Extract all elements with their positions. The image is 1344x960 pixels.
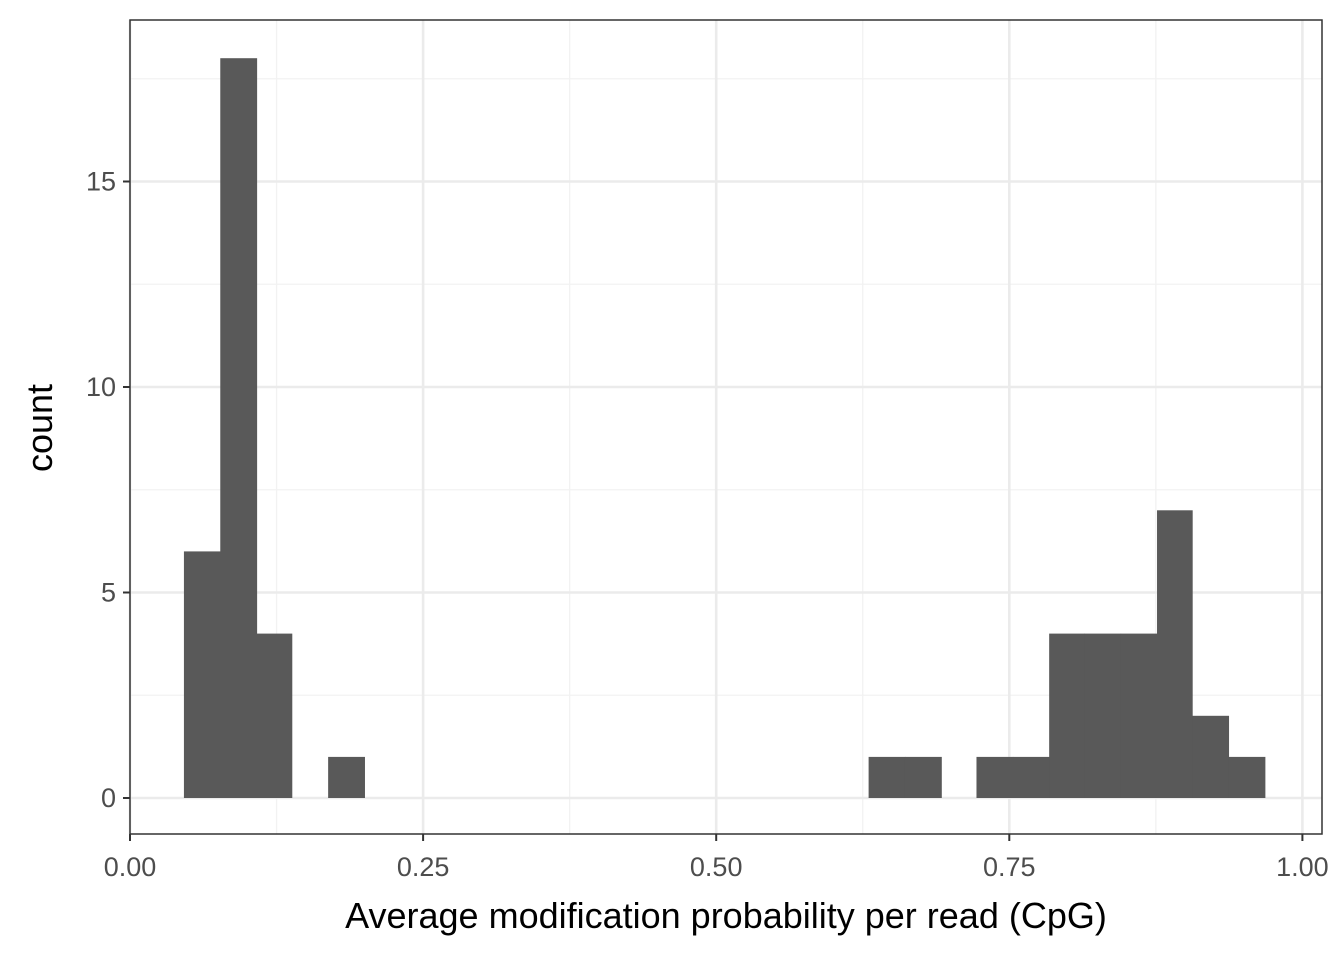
histogram-bar [976,756,1014,798]
y-tick-label: 5 [101,578,116,608]
x-tick-label: 0.75 [983,852,1036,882]
histogram-bar [328,756,365,798]
histogram-bar [1049,633,1085,798]
panel-border [129,19,1323,835]
x-tick-label: 1.00 [1276,852,1329,882]
histogram-bar [1192,715,1230,798]
histogram-bar [904,756,942,798]
y-tick-label: 10 [86,372,116,402]
y-tick-label: 15 [86,167,116,197]
histogram-bar [256,633,293,798]
histogram-bars [183,58,1266,798]
x-axis-title: Average modification probability per rea… [345,895,1107,936]
histogram-bar [1157,510,1193,798]
y-tick-label: 0 [101,783,116,813]
histogram-bar [868,756,906,798]
axis-ticks: 0.00 0.25 0.50 0.75 1.00 0 5 10 15 [86,167,1329,883]
x-tick-label: 0.00 [104,852,157,882]
histogram-bar [1084,633,1122,798]
histogram-bar [183,551,221,798]
histogram-bar [1228,756,1266,798]
histogram-bar [1012,756,1050,798]
histogram-bar [1120,633,1158,798]
histogram-bar [220,58,258,798]
x-tick-label: 0.50 [690,852,743,882]
y-axis-title: count [19,384,60,472]
x-tick-label: 0.25 [397,852,450,882]
